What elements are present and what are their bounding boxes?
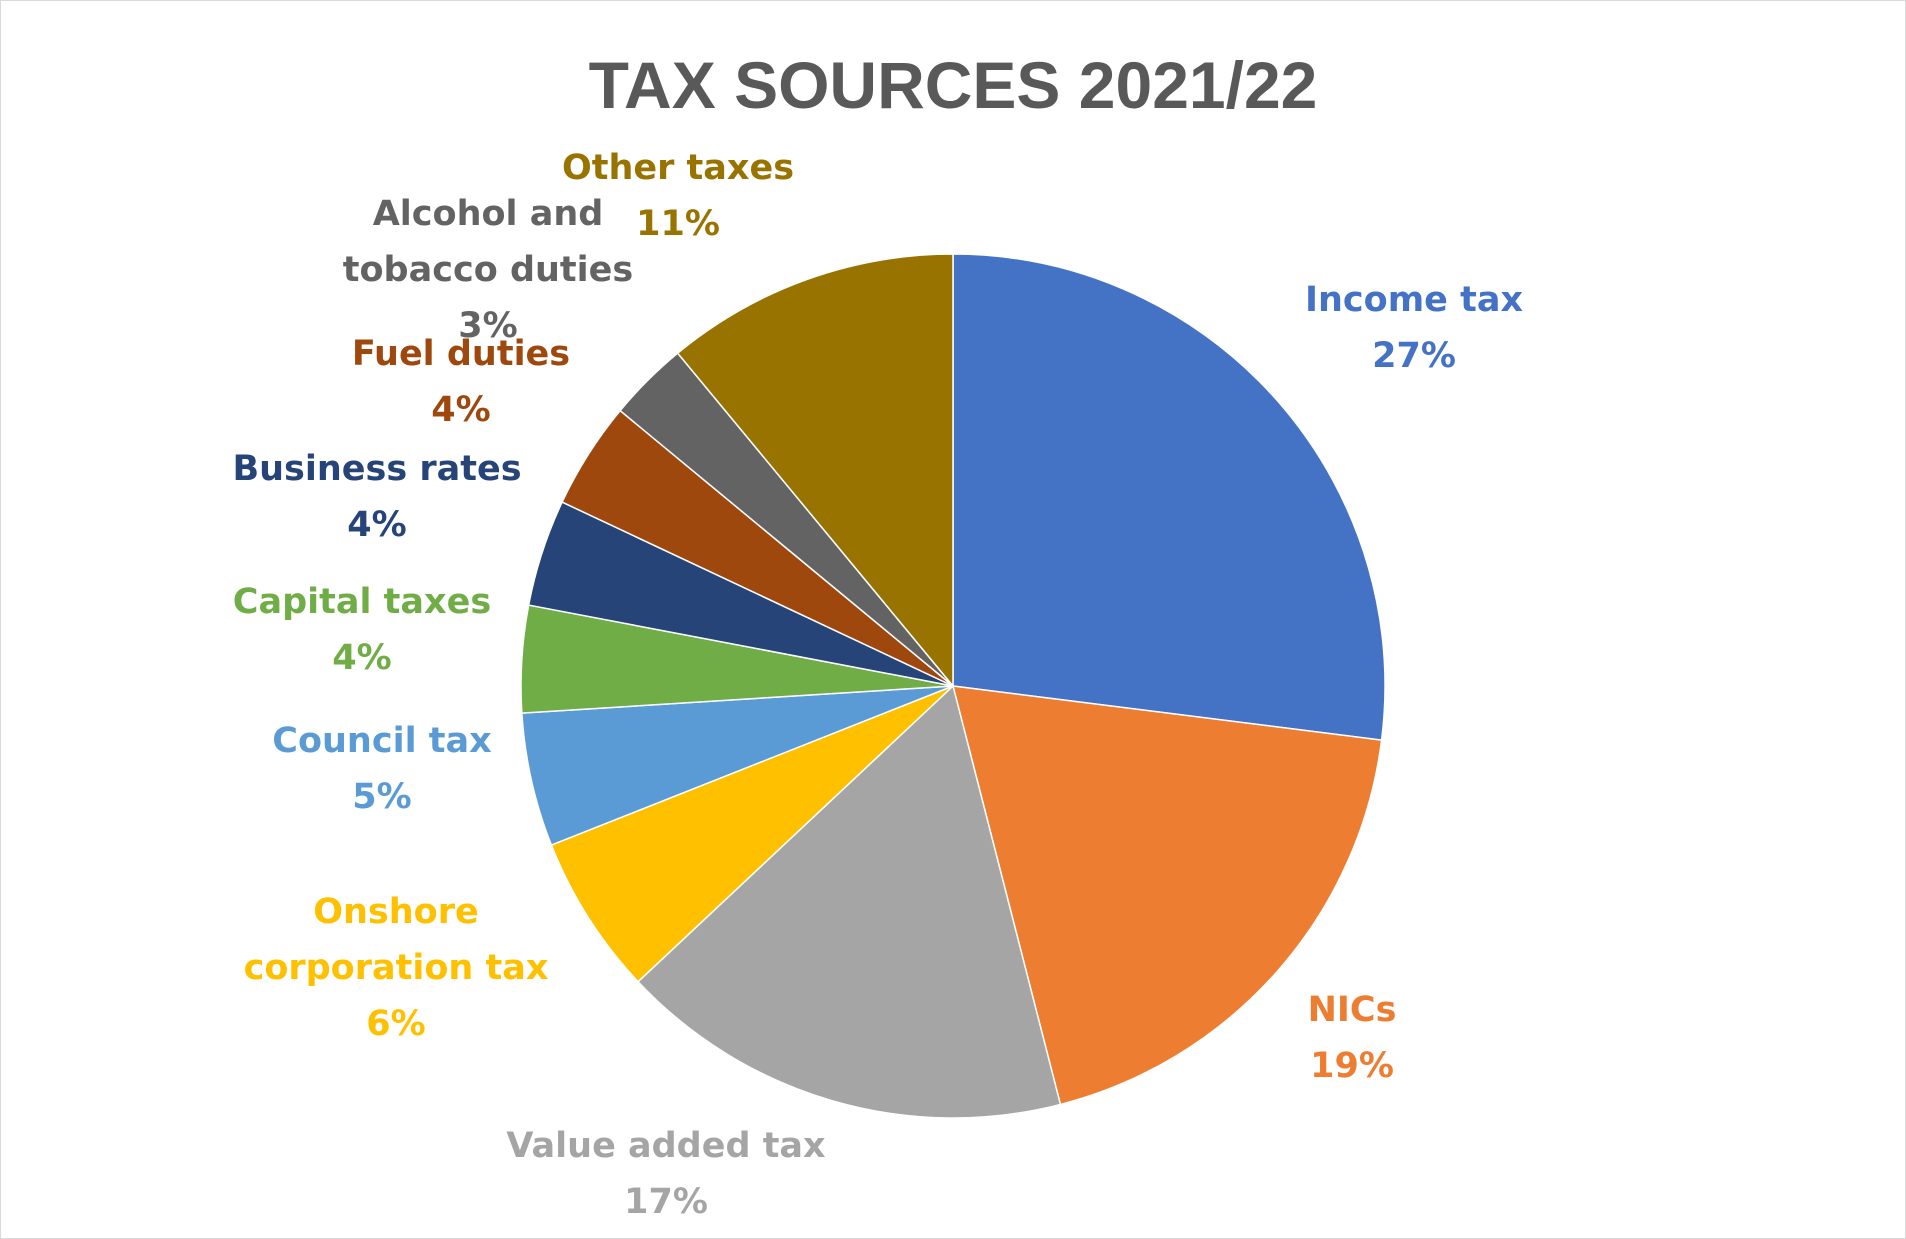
data-label-line: NICs bbox=[1308, 990, 1397, 1030]
pie-slice-onshore-corporation-tax bbox=[550, 685, 954, 983]
data-label-line: 3% bbox=[458, 306, 517, 346]
pie-slice-income-tax bbox=[952, 253, 1386, 741]
data-label-line: 4% bbox=[431, 390, 490, 430]
data-label-nics: NICs 19% bbox=[1308, 990, 1397, 1086]
data-label-line: Income tax bbox=[1305, 280, 1523, 320]
data-label-line: 4% bbox=[347, 505, 406, 545]
data-label-council-tax: Council tax 5% bbox=[272, 721, 492, 817]
data-label-line: Other taxes bbox=[562, 148, 794, 188]
data-label-line: 17% bbox=[624, 1182, 708, 1222]
data-label-business-rates: Business rates 4% bbox=[232, 449, 521, 545]
data-labels: Income tax 27% NICs 19% Value added tax 17% On… bbox=[232, 148, 1523, 1222]
data-label-line: Onshore bbox=[313, 892, 478, 932]
pie-slice-value-added-tax bbox=[637, 684, 1062, 1119]
data-label-line: Fuel duties bbox=[352, 334, 570, 374]
data-label-capital-taxes: Capital taxes 4% bbox=[233, 582, 491, 678]
data-label-onshore-corporation-tax: Onshore corporation tax 6% bbox=[244, 892, 549, 1044]
pie-slices bbox=[520, 253, 1386, 1119]
pie-slice-nics bbox=[951, 685, 1383, 1106]
data-label-other-taxes: Other taxes 11% bbox=[562, 148, 794, 244]
data-label-income-tax: Income tax 27% bbox=[1305, 280, 1523, 376]
data-label-line: 27% bbox=[1372, 336, 1456, 376]
data-label-line: 19% bbox=[1310, 1046, 1394, 1086]
data-label-fuel-duties: Fuel duties 4% bbox=[352, 334, 570, 430]
data-label-line: 4% bbox=[332, 638, 391, 678]
pie-slice-other-taxes bbox=[676, 253, 954, 689]
chart-title: TAX SOURCES 2021/22 bbox=[589, 48, 1318, 122]
data-label-line: Value added tax bbox=[506, 1126, 826, 1166]
data-label-line: Capital taxes bbox=[233, 582, 491, 622]
data-label-line: corporation tax bbox=[244, 948, 549, 988]
data-label-line: Business rates bbox=[232, 449, 521, 489]
data-label-line: tobacco duties bbox=[343, 250, 633, 290]
data-label-line: Alcohol and bbox=[373, 194, 604, 234]
data-label-line: 11% bbox=[636, 204, 720, 244]
data-label-line: 5% bbox=[352, 777, 411, 817]
data-label-value-added-tax: Value added tax 17% bbox=[506, 1126, 826, 1222]
data-label-line: 6% bbox=[366, 1004, 425, 1044]
data-label-line: Council tax bbox=[272, 721, 492, 761]
data-label-alcohol-and-tobacco-duties: Alcohol and tobacco duties 3% bbox=[343, 194, 633, 346]
